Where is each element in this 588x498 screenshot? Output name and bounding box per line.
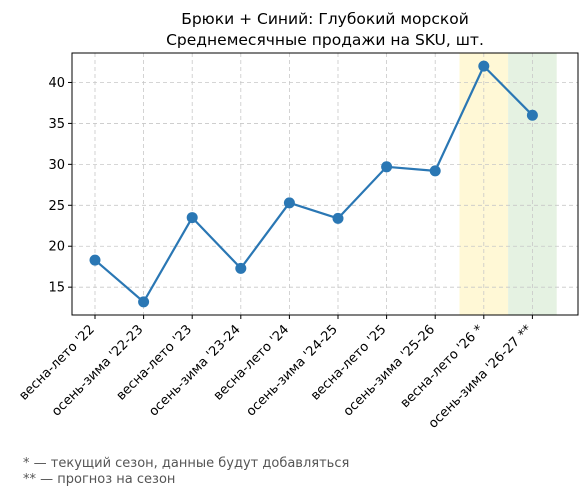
data-point-3 — [235, 262, 247, 274]
y-tick-label-2: 25 — [48, 199, 65, 214]
x-tick-label-5: осень-зима '24-25 — [244, 322, 341, 419]
plot-frame — [71, 52, 579, 316]
footnote-forecast: ** — прогноз на сезон — [23, 472, 176, 487]
series-layer — [89, 60, 538, 308]
highlight-band-1 — [508, 53, 557, 315]
data-point-7 — [429, 165, 441, 177]
data-point-6 — [381, 161, 393, 173]
x-tick-label-8: весна-лето '26 * — [398, 322, 487, 411]
y-tick-label-0: 15 — [48, 281, 65, 296]
x-tick-label-7: осень-зима '25-26 — [341, 322, 438, 419]
data-point-9 — [526, 109, 538, 121]
footnote-current-season: * — текущий сезон, данные будут добавлят… — [23, 456, 350, 471]
x-tick-label-1: осень-зима '22-23 — [49, 322, 146, 419]
y-axis: 15 20 25 30 35 40 — [48, 76, 72, 296]
y-tick-label-3: 30 — [48, 158, 65, 173]
data-point-5 — [332, 212, 344, 224]
footnotes: * — текущий сезон, данные будут добавлят… — [23, 456, 349, 488]
y-tick-label-5: 40 — [48, 76, 65, 91]
data-point-8 — [478, 60, 490, 72]
highlight-band-0 — [459, 53, 509, 315]
y-tick-label-4: 35 — [48, 117, 65, 132]
chart-title: Брюки + Синий: Глубокий морской — [181, 10, 469, 28]
series-line-0 — [94, 64, 534, 303]
y-tick-label-1: 20 — [48, 240, 65, 255]
data-point-1 — [138, 296, 150, 308]
grid — [72, 53, 578, 315]
data-point-0 — [89, 254, 101, 266]
data-point-2 — [186, 212, 198, 224]
data-point-4 — [283, 197, 295, 209]
chart-subtitle: Среднемесячные продажи на SKU, шт. — [166, 31, 484, 49]
x-tick-label-3: осень-зима '23-24 — [146, 322, 243, 419]
season-highlights — [459, 53, 557, 315]
